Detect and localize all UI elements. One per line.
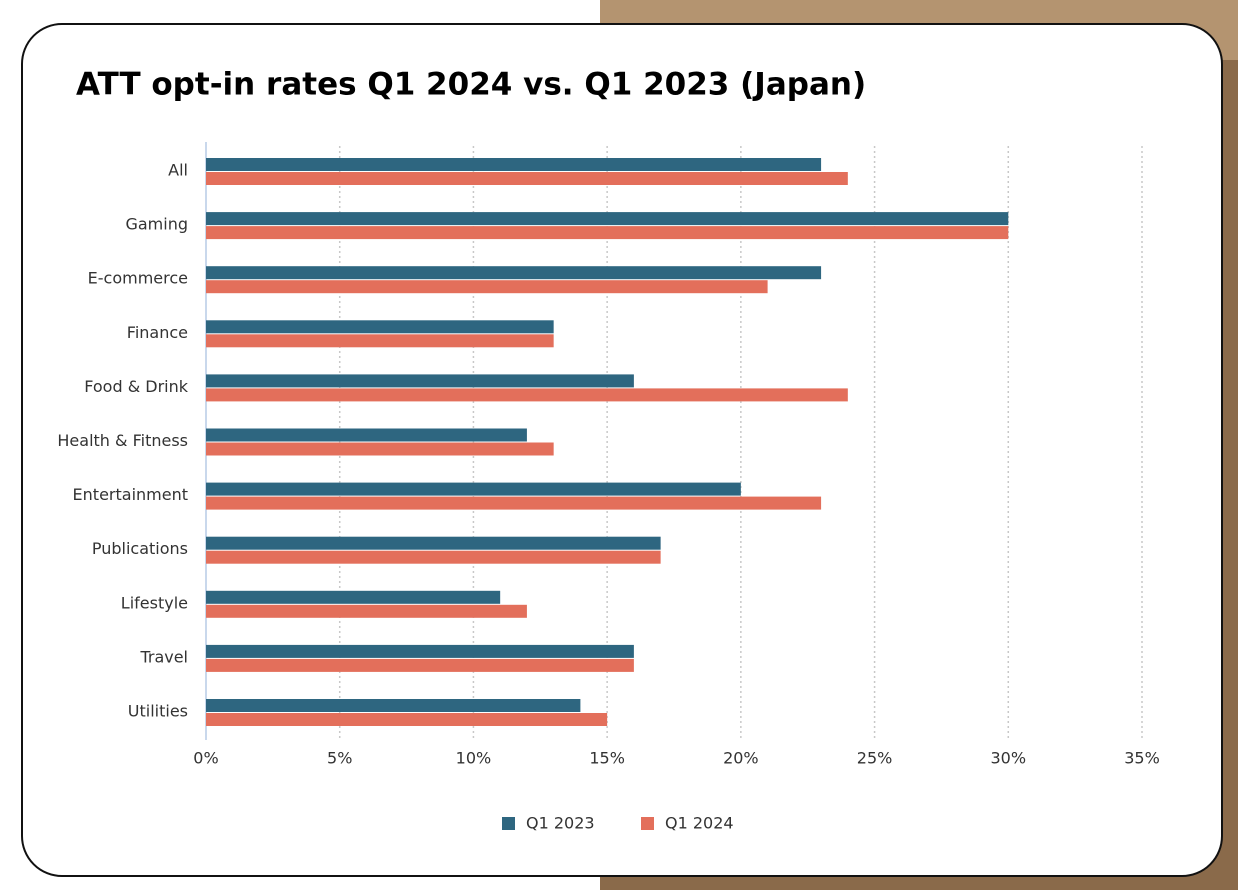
y-tick-label: Utilities bbox=[128, 702, 188, 721]
bar bbox=[206, 266, 822, 280]
bar bbox=[206, 226, 1009, 240]
bar bbox=[206, 158, 822, 171]
y-tick-label: Publications bbox=[92, 539, 188, 558]
legend-swatch bbox=[641, 817, 654, 830]
bar bbox=[206, 388, 848, 402]
bar bbox=[206, 496, 822, 510]
bar bbox=[206, 334, 554, 348]
bar bbox=[206, 658, 634, 672]
bar bbox=[206, 590, 501, 604]
bar bbox=[206, 374, 634, 388]
bar bbox=[206, 482, 741, 496]
y-tick-label: All bbox=[168, 161, 188, 180]
bar bbox=[206, 280, 768, 294]
x-tick-label: 25% bbox=[857, 749, 893, 768]
y-tick-label: Entertainment bbox=[73, 485, 188, 504]
y-tick-label: Health & Fitness bbox=[57, 431, 188, 450]
bar bbox=[206, 713, 608, 726]
y-tick-label: Finance bbox=[127, 323, 188, 342]
bar bbox=[206, 172, 848, 185]
legend-label: Q1 2023 bbox=[526, 814, 595, 833]
bar bbox=[206, 644, 634, 658]
bar bbox=[206, 550, 661, 564]
x-tick-label: 5% bbox=[327, 749, 352, 768]
x-tick-label: 20% bbox=[723, 749, 759, 768]
bar bbox=[206, 536, 661, 550]
x-tick-label: 10% bbox=[456, 749, 492, 768]
bar bbox=[206, 604, 527, 618]
legend-label: Q1 2024 bbox=[665, 814, 734, 833]
y-tick-label: Food & Drink bbox=[84, 377, 189, 396]
y-tick-label: E-commerce bbox=[88, 269, 188, 288]
bar bbox=[206, 428, 527, 442]
bar bbox=[206, 699, 581, 712]
legend-swatch bbox=[502, 817, 515, 830]
bar bbox=[206, 212, 1009, 226]
bar bbox=[206, 320, 554, 334]
y-tick-label: Lifestyle bbox=[121, 593, 188, 612]
x-tick-label: 15% bbox=[589, 749, 625, 768]
bar bbox=[206, 442, 554, 456]
x-tick-label: 0% bbox=[193, 749, 218, 768]
x-tick-label: 30% bbox=[991, 749, 1027, 768]
chart-title: ATT opt-in rates Q1 2024 vs. Q1 2023 (Ja… bbox=[76, 67, 866, 103]
y-tick-label: Travel bbox=[139, 647, 188, 666]
x-tick-label: 35% bbox=[1124, 749, 1160, 768]
y-tick-label: Gaming bbox=[125, 215, 188, 234]
